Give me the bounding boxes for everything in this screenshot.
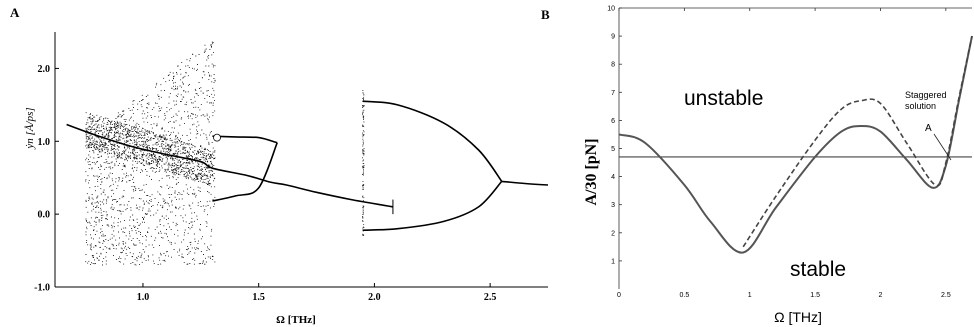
panel-b-x-tick-label: 0.5 <box>680 292 690 299</box>
panel-a-axes <box>54 32 548 288</box>
panel-b-x-tick-label: 1.5 <box>810 292 820 299</box>
panel-a-y-tick-label: 1.0 <box>38 137 51 148</box>
panel-b-label: B <box>541 7 550 22</box>
panel-a-x-tick-label: 1.5 <box>252 292 265 303</box>
panel-b-x-tick-label: 0 <box>617 292 621 299</box>
annotation-stable: stable <box>790 258 846 281</box>
panel-a-ylabel: ẏn [Å/ps] <box>24 107 36 149</box>
panel-b-y-tick-label: 5 <box>611 146 615 153</box>
panel-a-branch-5 <box>362 180 503 231</box>
panel-a-y-tick-label: 2.0 <box>38 64 51 75</box>
panel-b-y-tick-label: 2 <box>611 230 615 237</box>
panel-b-y-tick-label: 7 <box>611 90 615 97</box>
panel-a-y-tick-label: -1.0 <box>34 283 50 294</box>
panel-b-y-tick-label: 1 <box>611 258 615 265</box>
panel-a-chaotic-scatter <box>85 41 365 266</box>
panel-a-y-tick-label: 0.0 <box>38 210 51 221</box>
panel-b-x-tick-label: 2 <box>879 292 883 299</box>
panel-a-x-tick-label: 2.5 <box>484 292 497 303</box>
annotation-staggered-2: solution <box>905 101 936 111</box>
panel-b-curves <box>618 35 973 254</box>
panel-b-solid-curve <box>618 35 973 254</box>
panel-a-x-tick-label: 1.0 <box>137 292 150 303</box>
panel-a-branch-1 <box>66 123 394 208</box>
panel-a-label: A <box>10 5 20 20</box>
annotation-unstable: unstable <box>684 87 763 110</box>
panel-b-y-tick-label: 3 <box>611 202 615 209</box>
panel-a: A 1.0 1.5 2.0 2.5 -1.0 0.0 1.0 2.0 Ω [THz] ẏn … <box>10 5 549 326</box>
panel-b: B 0 0.5 1 1.5 2 2.5 1 2 3 4 5 6 7 8 9 10 Ω [THz] A/30 [… <box>541 6 973 325</box>
panel-a-x-tick-label: 2.0 <box>368 292 381 303</box>
panel-b-y-tick-label: 10 <box>607 6 615 13</box>
panel-b-x-tick-label: 1 <box>748 292 752 299</box>
panel-b-y-tick-label: 9 <box>611 34 615 41</box>
panel-b-axes <box>618 7 972 289</box>
panel-a-branches <box>66 100 549 231</box>
panel-a-xlabel: Ω [THz] <box>276 314 316 326</box>
panel-b-x-tick-label: 2.5 <box>941 292 951 299</box>
panel-a-ticks: 1.0 1.5 2.0 2.5 -1.0 0.0 1.0 2.0 <box>34 64 496 303</box>
panel-a-scatter-dots <box>85 41 216 266</box>
panel-a-branch-6 <box>501 180 549 186</box>
panel-b-y-tick-label: 8 <box>611 62 615 69</box>
panel-a-branch-2 <box>212 135 278 144</box>
panel-b-ticks: 0 0.5 1 1.5 2 2.5 1 2 3 4 5 6 7 8 9 10 <box>607 6 951 300</box>
panel-b-y-tick-label: 6 <box>611 118 615 125</box>
panel-a-branch-3 <box>212 142 278 202</box>
annotation-staggered-1: Staggered <box>905 90 947 100</box>
panel-a-scatter-dots-right <box>362 89 365 236</box>
panel-b-xlabel: Ω [THz] <box>774 309 822 325</box>
panel-b-ylabel: A/30 [pN] <box>583 138 600 205</box>
panel-b-dashed-curve <box>742 35 973 248</box>
panel-a-node <box>213 133 221 142</box>
panel-a-branch-4 <box>362 100 503 182</box>
annotation-point-a: A <box>925 123 932 134</box>
annotation-pointer <box>933 133 952 161</box>
panel-b-y-tick-label: 4 <box>611 174 615 181</box>
